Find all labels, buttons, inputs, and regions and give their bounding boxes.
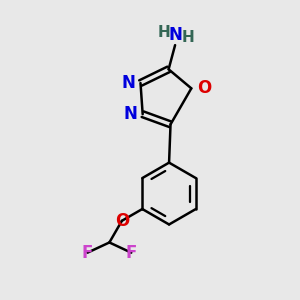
Text: N: N (124, 105, 137, 123)
Text: F: F (82, 244, 93, 262)
Text: H: H (182, 30, 195, 45)
Text: H: H (158, 25, 170, 40)
Text: O: O (115, 212, 129, 230)
Text: F: F (126, 244, 137, 262)
Text: O: O (196, 80, 211, 98)
Text: N: N (121, 74, 135, 92)
Text: N: N (168, 26, 182, 44)
